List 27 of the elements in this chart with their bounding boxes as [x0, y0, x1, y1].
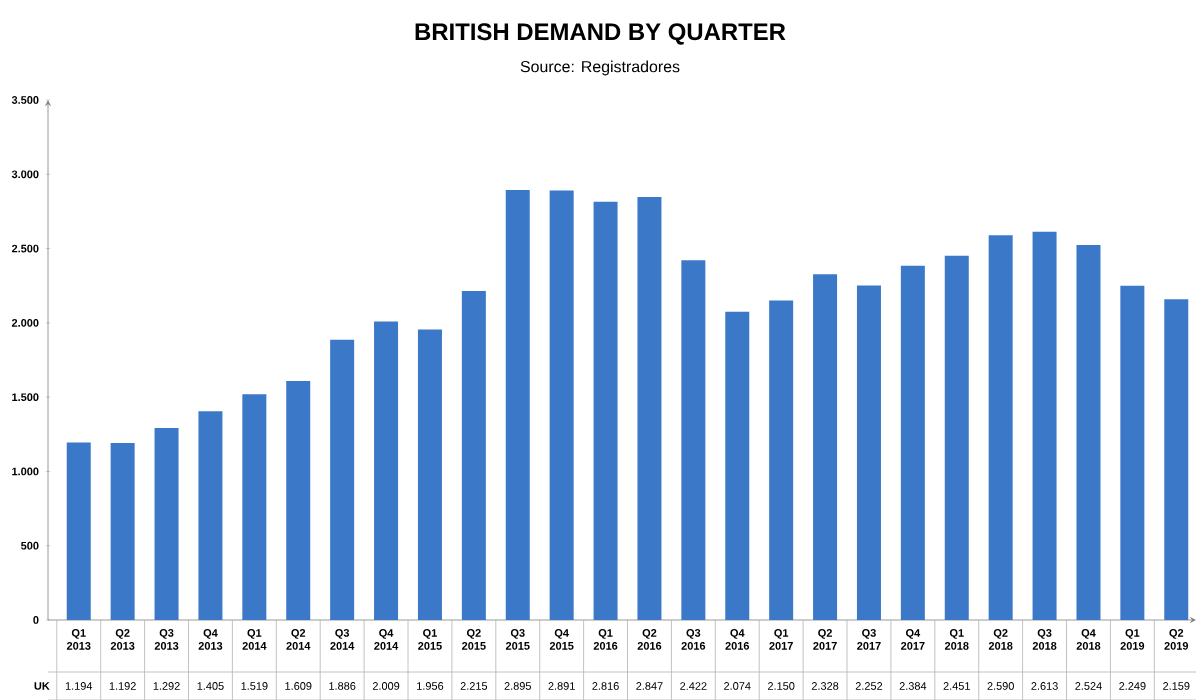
bar — [417, 329, 442, 620]
bar — [1032, 231, 1057, 620]
bar — [66, 442, 91, 620]
bar — [242, 394, 267, 620]
bar — [461, 290, 486, 620]
bar — [944, 255, 969, 620]
bar — [374, 321, 399, 620]
chart-title: BRITISH DEMAND BY QUARTER — [415, 23, 786, 45]
bar — [900, 265, 925, 620]
bar — [769, 300, 794, 620]
bar — [154, 428, 179, 620]
bar — [813, 274, 838, 620]
bar — [1164, 299, 1189, 620]
bar — [725, 311, 750, 620]
bar — [856, 285, 881, 620]
bar — [549, 190, 574, 620]
bar — [1120, 285, 1145, 620]
bar — [286, 380, 311, 620]
bar — [593, 201, 618, 620]
bar — [110, 442, 135, 620]
bar — [1076, 245, 1101, 620]
bar — [637, 197, 662, 620]
bar — [681, 260, 706, 620]
bar — [505, 189, 530, 620]
bar — [988, 235, 1013, 620]
bar — [330, 339, 355, 620]
bar — [198, 411, 223, 620]
